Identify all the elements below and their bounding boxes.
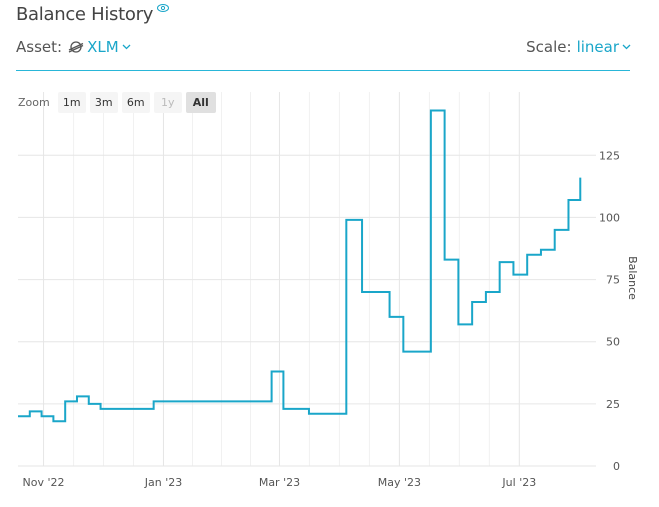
y-axis-ticks: 0 25 50 75 100 125 — [599, 149, 620, 473]
balance-series-line — [18, 109, 582, 423]
y-tick-label: 0 — [613, 460, 620, 473]
x-axis-ticks: Nov '22 Jan '23 Mar '23 May '23 Jul '23 — [23, 476, 537, 489]
y-tick-label: 25 — [606, 398, 620, 411]
x-tick-label: Jan '23 — [144, 476, 182, 489]
watch-icon[interactable] — [156, 2, 170, 14]
chart-grid — [18, 92, 596, 467]
zoom-bar: Zoom 1m 3m 6m 1y All — [18, 92, 216, 113]
page-title: Balance History — [16, 4, 154, 25]
asset-label: Asset: — [16, 38, 63, 56]
scale-label: Scale: — [526, 38, 572, 56]
chevron-down-icon — [122, 44, 131, 50]
scale-selector-row: Scale: linear — [526, 38, 631, 56]
x-tick-label: Mar '23 — [259, 476, 300, 489]
y-tick-label: 50 — [606, 336, 620, 349]
stellar-logo-icon — [68, 41, 84, 53]
y-tick-label: 125 — [599, 149, 620, 162]
zoom-label: Zoom — [18, 96, 50, 109]
y-axis-label: Balance — [626, 256, 639, 300]
x-tick-label: Nov '22 — [23, 476, 65, 489]
asset-selector-row: Asset: XLM — [16, 38, 134, 56]
x-tick-label: May '23 — [378, 476, 421, 489]
zoom-1m-button[interactable]: 1m — [57, 92, 86, 113]
y-tick-label: 75 — [606, 274, 620, 287]
zoom-6m-button[interactable]: 6m — [121, 92, 150, 113]
scale-dropdown[interactable]: linear — [577, 38, 631, 56]
asset-value: XLM — [87, 38, 119, 56]
asset-dropdown[interactable]: XLM — [68, 38, 134, 56]
zoom-all-button[interactable]: All — [185, 92, 216, 113]
y-tick-label: 100 — [599, 211, 620, 224]
x-tick-label: Jul '23 — [501, 476, 536, 489]
title-row: Balance History — [16, 4, 170, 25]
zoom-3m-button[interactable]: 3m — [89, 92, 118, 113]
zoom-1y-button[interactable]: 1y — [153, 92, 182, 113]
scale-value: linear — [576, 38, 619, 56]
chevron-down-icon — [622, 44, 631, 50]
header-divider — [16, 70, 630, 71]
